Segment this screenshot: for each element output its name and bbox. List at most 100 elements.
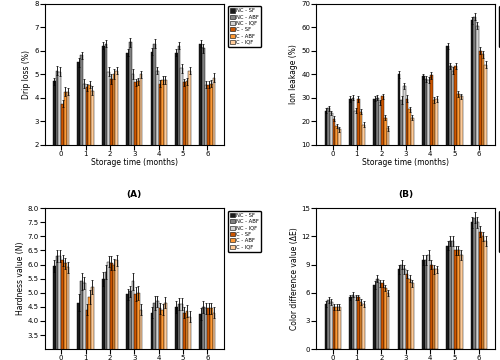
Bar (360, 112, 362, 168)
Bar (150, 312, 154, 360)
Bar (88, 297, 91, 360)
Bar (336, 307, 338, 349)
Bar (338, 307, 340, 349)
Bar (175, 307, 178, 360)
Bar (91, 91, 94, 192)
Bar (403, 269, 406, 349)
Bar (53, 266, 56, 360)
Bar (186, 311, 188, 360)
Bar (362, 304, 365, 349)
Bar (384, 118, 386, 168)
Bar (357, 297, 360, 349)
Bar (422, 76, 424, 168)
Bar (137, 293, 140, 360)
Bar (474, 217, 476, 349)
Bar (164, 80, 166, 192)
Bar (83, 283, 86, 360)
Bar (186, 81, 188, 192)
Bar (382, 283, 384, 349)
Bar (107, 72, 110, 192)
Bar (484, 241, 487, 349)
Bar (436, 99, 438, 168)
Bar (156, 71, 158, 192)
Bar (183, 312, 186, 360)
Bar (430, 265, 433, 349)
Bar (180, 304, 183, 360)
Bar (132, 74, 134, 192)
Text: (A): (A) (126, 190, 142, 199)
Bar (428, 80, 430, 168)
Bar (204, 308, 208, 360)
Bar (178, 46, 180, 192)
Bar (116, 71, 118, 192)
Bar (61, 260, 64, 360)
Bar (476, 26, 479, 168)
Bar (327, 108, 330, 168)
Bar (154, 303, 156, 360)
Bar (64, 263, 66, 360)
Bar (424, 79, 428, 168)
Bar (411, 118, 414, 168)
Bar (406, 274, 408, 349)
Bar (376, 279, 378, 349)
Bar (213, 78, 216, 192)
Bar (360, 302, 362, 349)
Bar (134, 294, 137, 360)
Bar (188, 71, 191, 192)
Bar (58, 72, 61, 192)
Bar (482, 237, 484, 349)
Bar (188, 317, 191, 360)
Bar (428, 255, 430, 349)
Bar (449, 66, 452, 168)
Y-axis label: Ion leakage (%): Ion leakage (%) (290, 44, 298, 104)
Bar (352, 294, 354, 349)
Bar (150, 52, 154, 192)
Bar (460, 255, 462, 349)
Bar (202, 307, 204, 360)
Bar (56, 71, 58, 192)
Bar (66, 92, 69, 192)
Bar (56, 256, 58, 360)
Bar (476, 222, 479, 349)
Bar (132, 282, 134, 360)
Bar (78, 303, 80, 360)
Bar (408, 279, 411, 349)
Bar (64, 92, 66, 192)
Bar (354, 111, 357, 168)
Bar (208, 85, 210, 192)
Bar (398, 269, 400, 349)
X-axis label: Storage time (months): Storage time (months) (362, 158, 449, 167)
Bar (332, 119, 336, 168)
Bar (374, 285, 376, 349)
Bar (430, 75, 433, 168)
Bar (398, 74, 400, 168)
Bar (349, 99, 352, 168)
Bar (330, 113, 332, 168)
Bar (126, 294, 129, 360)
Bar (112, 265, 116, 360)
Bar (424, 260, 428, 349)
Bar (104, 271, 107, 360)
Bar (408, 109, 411, 168)
Bar (110, 263, 112, 360)
Bar (83, 84, 86, 192)
Bar (400, 265, 403, 349)
Legend: NC - SF, NC - ABF, NC - IQF, C - SF, C - ABF, C - IQF: NC - SF, NC - ABF, NC - IQF, C - SF, C -… (228, 6, 262, 47)
Bar (436, 269, 438, 349)
Bar (129, 291, 132, 360)
Bar (137, 81, 140, 192)
Bar (471, 222, 474, 349)
Bar (134, 82, 137, 192)
Bar (200, 44, 202, 192)
Bar (154, 44, 156, 192)
Bar (58, 256, 61, 360)
Bar (210, 308, 213, 360)
Bar (164, 303, 166, 360)
Bar (183, 82, 186, 192)
Bar (452, 241, 454, 349)
Bar (116, 260, 118, 360)
Bar (129, 42, 132, 192)
Bar (213, 312, 216, 360)
Bar (140, 310, 142, 360)
Bar (88, 85, 91, 192)
